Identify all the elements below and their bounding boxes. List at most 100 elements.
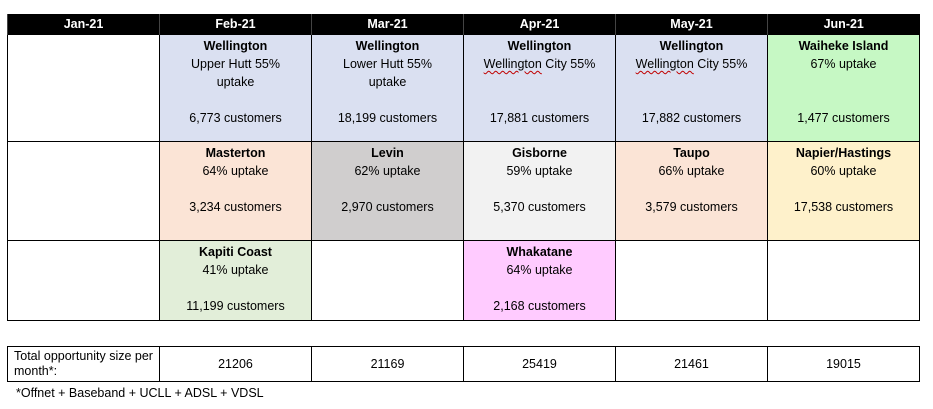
region-name: Levin [371, 146, 404, 160]
region-uptake: 67% uptake [810, 57, 877, 71]
region-cell-content: Wellington Lower Hutt 55% uptake 18,199 cus… [312, 35, 463, 127]
region-uptake-wrap: uptake [216, 75, 255, 89]
region-name: Wellington [203, 39, 268, 53]
empty-cell [7, 34, 160, 142]
region-cell-content: Gisborne 59% uptake 5,370 customers [464, 142, 615, 216]
region-cell-content: Whakatane 64% uptake 2,168 customers [464, 241, 615, 315]
totals-table: Total opportunity size per month*: 21206… [7, 346, 920, 382]
region-uptake-wrap [768, 73, 919, 91]
region-uptake: 41% uptake [202, 263, 269, 277]
month-header: Jun-21 [767, 14, 920, 35]
region-cell-content: Wellington Wellington City 55% 17,881 cust… [464, 35, 615, 127]
spacer [312, 91, 463, 109]
total-value: 21206 [159, 346, 312, 382]
region-cell: Wellington Wellington City 55% 17,882 cust… [615, 34, 768, 142]
footnote: *Offnet + Baseband + UCLL + ADSL + VDSL [16, 386, 264, 400]
region-customers: 17,538 customers [793, 200, 894, 214]
region-customers: 2,168 customers [493, 299, 586, 313]
region-cell: Levin 62% uptake 2,970 customers [311, 141, 464, 241]
month-header-row: Jan-21 Feb-21 Mar-21 Apr-21 May-21 Jun-2… [7, 14, 920, 35]
empty-cell [311, 240, 464, 321]
month-header: May-21 [615, 14, 768, 35]
spellcheck-underlined-text: Wellington [635, 57, 694, 71]
region-cell-content: Waiheke Island 67% uptake 1,477 customers [768, 35, 919, 127]
region-name: Waiheke Island [798, 39, 889, 53]
region-customers: 17,882 customers [641, 111, 742, 125]
region-cell-content: Levin 62% uptake 2,970 customers [312, 142, 463, 216]
month-header: Mar-21 [311, 14, 464, 35]
region-name: Napier/Hastings [795, 146, 892, 160]
totals-label: Total opportunity size per month*: [7, 346, 160, 382]
region-cell: Wellington Upper Hutt 55% uptake 6,773 cust… [159, 34, 312, 142]
region-uptake: 64% uptake [506, 263, 573, 277]
region-cell-content: Masterton 64% uptake 3,234 customers [160, 142, 311, 216]
region-customers: 2,970 customers [341, 200, 434, 214]
region-cell: Napier/Hastings 60% uptake 17,538 customer… [767, 141, 920, 241]
region-cell: Wellington Wellington City 55% 17,881 cust… [463, 34, 616, 142]
total-value: 21169 [311, 346, 464, 382]
spacer [160, 279, 311, 297]
month-header: Jan-21 [7, 14, 160, 35]
region-uptake: 64% uptake [202, 164, 269, 178]
totals-row: Total opportunity size per month*: 21206… [7, 346, 920, 382]
region-customers: 11,199 customers [186, 299, 285, 313]
total-value: 25419 [463, 346, 616, 382]
region-customers: 18,199 customers [337, 111, 438, 125]
spacer [464, 180, 615, 198]
spacer [312, 180, 463, 198]
region-cell: Masterton 64% uptake 3,234 customers [159, 141, 312, 241]
region-name: Kapiti Coast [199, 245, 272, 259]
month-header: Apr-21 [463, 14, 616, 35]
schedule-row: Kapiti Coast 41% uptake 11,199 customers Wh… [7, 240, 920, 321]
region-customers: 3,234 customers [189, 200, 282, 214]
empty-cell [7, 141, 160, 241]
region-uptake-wrap [616, 73, 767, 91]
region-name: Gisborne [512, 146, 567, 160]
spacer [464, 279, 615, 297]
region-uptake-wrap [464, 73, 615, 91]
region-uptake-wrap: uptake [368, 75, 407, 89]
empty-cell [7, 240, 160, 321]
region-name: Whakatane [506, 245, 573, 259]
region-uptake: Wellington City 55% [483, 57, 596, 71]
region-uptake: 59% uptake [506, 164, 573, 178]
region-cell: Wellington Lower Hutt 55% uptake 18,199 cus… [311, 34, 464, 142]
region-cell: Waiheke Island 67% uptake 1,477 customers [767, 34, 920, 142]
empty-cell [615, 240, 768, 321]
schedule-row: Masterton 64% uptake 3,234 customers Levin 6… [7, 141, 920, 241]
region-cell-content: Kapiti Coast 41% uptake 11,199 customers [160, 241, 311, 315]
schedule-row: Wellington Upper Hutt 55% uptake 6,773 cust… [7, 34, 920, 142]
region-cell-content: Taupo 66% uptake 3,579 customers [616, 142, 767, 216]
spacer [768, 180, 919, 198]
region-cell-content: Wellington Wellington City 55% 17,882 cust… [616, 35, 767, 127]
region-name: Taupo [673, 146, 710, 160]
region-customers: 6,773 customers [189, 111, 282, 125]
total-value: 19015 [767, 346, 920, 382]
region-name: Wellington [507, 39, 572, 53]
empty-cell [767, 240, 920, 321]
region-customers: 5,370 customers [493, 200, 586, 214]
region-cell: Gisborne 59% uptake 5,370 customers [463, 141, 616, 241]
spacer [768, 91, 919, 109]
region-uptake: 60% uptake [810, 164, 877, 178]
rollout-schedule-table: Jan-21 Feb-21 Mar-21 Apr-21 May-21 Jun-2… [7, 14, 920, 321]
region-uptake: Wellington City 55% [635, 57, 748, 71]
region-cell: Kapiti Coast 41% uptake 11,199 customers [159, 240, 312, 321]
region-uptake: Lower Hutt 55% [343, 57, 432, 71]
month-header: Feb-21 [159, 14, 312, 35]
region-cell-content: Napier/Hastings 60% uptake 17,538 customer… [768, 142, 919, 216]
region-cell-content: Wellington Upper Hutt 55% uptake 6,773 cust… [160, 35, 311, 127]
spacer [616, 180, 767, 198]
spacer [464, 91, 615, 109]
region-uptake: 62% uptake [354, 164, 421, 178]
spellcheck-underlined-text: Wellington [483, 57, 542, 71]
region-uptake: 66% uptake [658, 164, 725, 178]
region-name: Wellington [355, 39, 420, 53]
region-name: Masterton [205, 146, 266, 160]
region-customers: 1,477 customers [797, 111, 890, 125]
region-customers: 3,579 customers [645, 200, 738, 214]
spacer [160, 91, 311, 109]
spacer [616, 91, 767, 109]
region-name: Wellington [659, 39, 724, 53]
region-cell: Taupo 66% uptake 3,579 customers [615, 141, 768, 241]
